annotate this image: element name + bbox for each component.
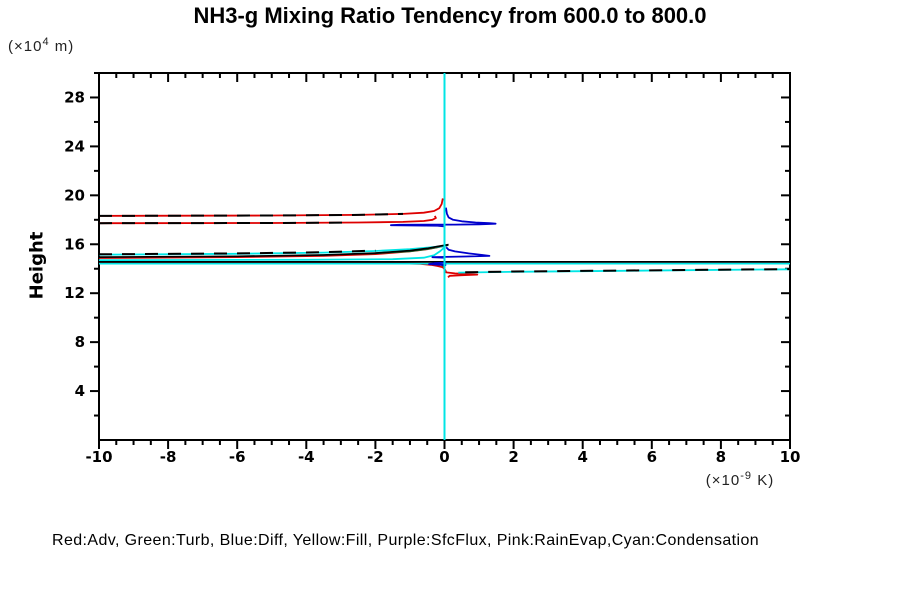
curve-condensation-level-line-lower xyxy=(458,268,791,274)
y-tick-label: 28 xyxy=(64,88,85,106)
y-tick-label: 20 xyxy=(64,186,85,204)
x-tick-label: -10 xyxy=(85,448,112,466)
x-tick-label: -2 xyxy=(367,448,384,466)
x-tick-label: 4 xyxy=(577,448,587,466)
curve-diff-peak-mid xyxy=(431,246,491,259)
x-tick-label: 2 xyxy=(508,448,518,466)
x-tick-label: 10 xyxy=(780,448,801,466)
x-axis-unit-label: (×10-9 K) xyxy=(705,470,775,489)
x-tick-label: -8 xyxy=(160,448,177,466)
curve-condensation-cluster-mid xyxy=(98,246,446,262)
curve-total-cluster-top xyxy=(98,243,449,258)
curve-total-dash-lower-line xyxy=(465,268,791,274)
chart-title: NH3-g Mixing Ratio Tendency from 600.0 t… xyxy=(193,3,707,28)
y-axis-unit-label: (×104 m) xyxy=(8,36,75,55)
curve-adv-lower-dip xyxy=(99,261,479,278)
y-tick-label: 8 xyxy=(75,333,85,351)
curve-total-dash-upper-return xyxy=(98,221,352,225)
x-tick-label: -6 xyxy=(229,448,246,466)
y-tick-label: 12 xyxy=(64,284,85,302)
x-tick-label: -4 xyxy=(298,448,315,466)
curve-diff-peak-upper xyxy=(389,207,497,228)
x-tick-label: 8 xyxy=(716,448,726,466)
y-tick-label: 24 xyxy=(64,137,85,155)
curve-total-dash-upper-spike xyxy=(98,212,404,217)
color-key-legend: Red:Adv, Green:Turb, Blue:Diff, Yellow:F… xyxy=(52,532,760,549)
y-tick-label: 4 xyxy=(75,382,85,400)
curve-adv-spike-upper xyxy=(98,198,444,217)
y-tick-label: 16 xyxy=(64,235,85,253)
curve-diff-dip xyxy=(428,261,447,266)
x-tick-label: 0 xyxy=(439,448,449,466)
curve-total-dash-cluster-top xyxy=(98,249,376,256)
x-tick-label: 6 xyxy=(647,448,657,466)
